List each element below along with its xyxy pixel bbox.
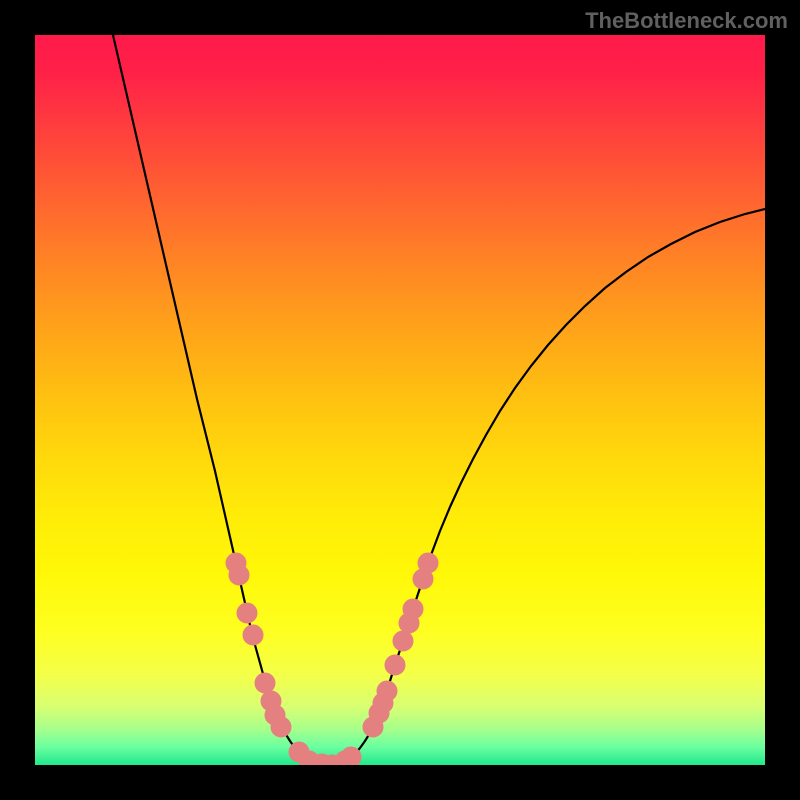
data-marker [393, 631, 413, 651]
data-marker [418, 553, 438, 573]
data-marker [255, 673, 275, 693]
watermark-text: TheBottleneck.com [585, 8, 788, 34]
chart-container: TheBottleneck.com [0, 0, 800, 800]
gradient-background [35, 35, 765, 765]
plot-area [35, 35, 765, 765]
data-marker [403, 599, 423, 619]
data-marker [385, 655, 405, 675]
data-marker [243, 625, 263, 645]
data-marker [341, 747, 361, 765]
data-marker [229, 565, 249, 585]
data-marker [377, 681, 397, 701]
data-marker [271, 717, 291, 737]
data-marker [237, 603, 257, 623]
